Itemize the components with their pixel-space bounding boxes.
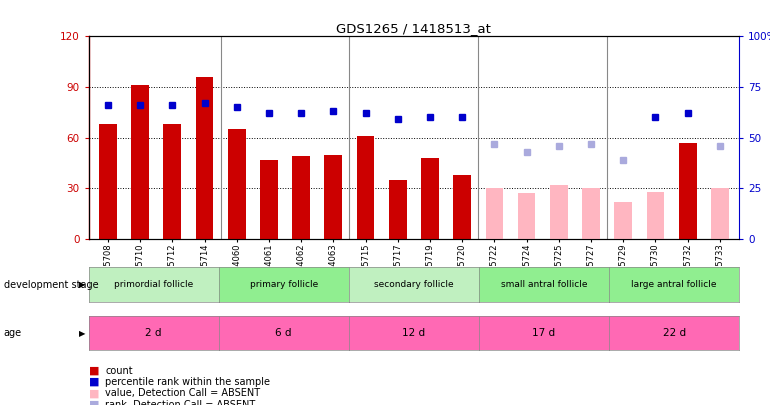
Text: 12 d: 12 d [402, 328, 426, 338]
Bar [517, 194, 535, 239]
Bar [679, 143, 697, 239]
Text: age: age [4, 328, 22, 338]
Text: rank, Detection Call = ABSENT: rank, Detection Call = ABSENT [105, 400, 256, 405]
Text: percentile rank within the sample: percentile rank within the sample [105, 377, 270, 387]
Bar [389, 180, 407, 239]
Text: ▶: ▶ [79, 328, 85, 338]
Bar [582, 188, 600, 239]
Text: ■: ■ [89, 400, 99, 405]
Text: primordial follicle: primordial follicle [114, 280, 193, 289]
Bar [421, 158, 439, 239]
Bar [99, 124, 117, 239]
Bar [454, 175, 471, 239]
Text: 17 d: 17 d [532, 328, 556, 338]
Text: 2 d: 2 d [146, 328, 162, 338]
Bar [196, 77, 213, 239]
Text: ■: ■ [89, 377, 99, 387]
Bar [711, 188, 728, 239]
Bar [486, 188, 504, 239]
Bar [647, 192, 665, 239]
Text: 22 d: 22 d [662, 328, 686, 338]
Text: primary follicle: primary follicle [249, 280, 318, 289]
Text: count: count [105, 366, 133, 375]
Text: small antral follicle: small antral follicle [500, 280, 588, 289]
Text: ■: ■ [89, 388, 99, 398]
Text: ■: ■ [89, 366, 99, 375]
Bar [228, 129, 246, 239]
Bar [260, 160, 278, 239]
Bar [293, 156, 310, 239]
Bar [550, 185, 567, 239]
Bar [324, 155, 342, 239]
Bar [357, 136, 374, 239]
Bar [163, 124, 181, 239]
Text: development stage: development stage [4, 279, 99, 290]
Bar [131, 85, 149, 239]
Text: large antral follicle: large antral follicle [631, 280, 717, 289]
Text: value, Detection Call = ABSENT: value, Detection Call = ABSENT [105, 388, 260, 398]
Text: secondary follicle: secondary follicle [374, 280, 454, 289]
Bar [614, 202, 632, 239]
Title: GDS1265 / 1418513_at: GDS1265 / 1418513_at [336, 22, 491, 35]
Text: ▶: ▶ [79, 280, 85, 289]
Text: 6 d: 6 d [276, 328, 292, 338]
